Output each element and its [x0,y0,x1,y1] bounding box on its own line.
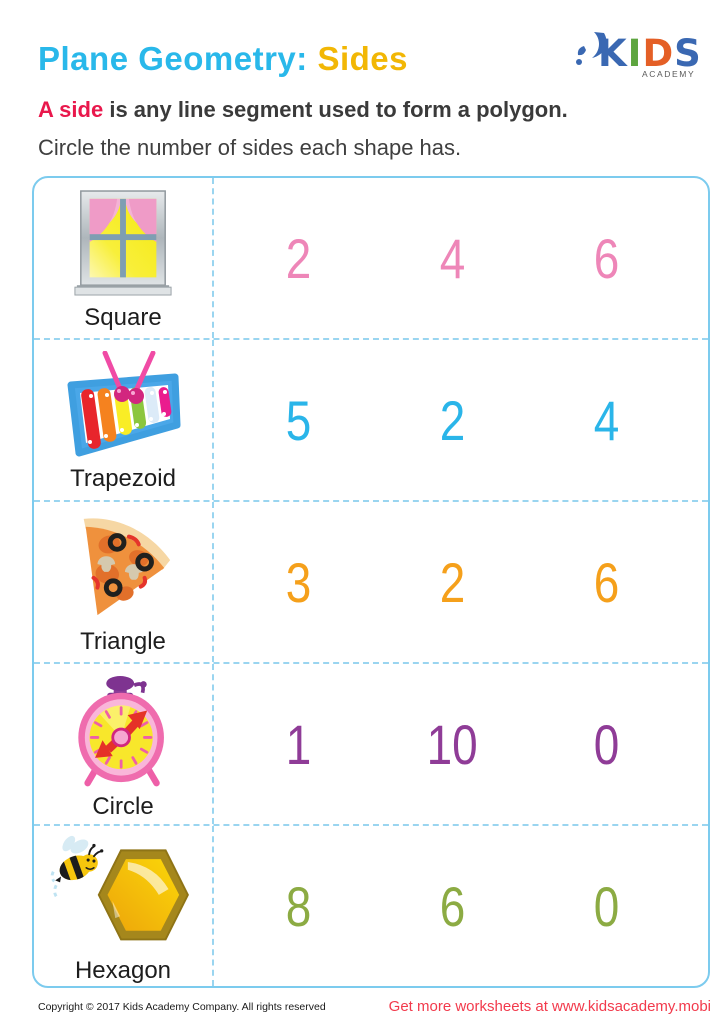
svg-text:KIDS: KIDS [598,32,701,75]
pizza-icon [83,518,171,616]
task-instruction: Circle the number of sides each shape ha… [38,135,462,160]
table-row-hexagon: Hexagon 8 6 0 [34,824,708,986]
shape-cell: Trapezoid [34,340,214,500]
definition-term: A side [38,97,104,122]
shape-cell: Square [34,178,214,338]
answer-option[interactable]: 2 [286,226,312,290]
xylophone-icon [67,351,181,457]
page-title-main: Plane Geometry: [38,40,308,77]
page-title: Plane Geometry: Sides [38,40,408,78]
answer-option[interactable]: 8 [286,874,312,938]
options-cell: 3 2 6 [214,502,708,662]
answer-option[interactable]: 4 [439,226,466,290]
answer-option[interactable]: 2 [439,388,466,452]
table-row-circle: Circle 1 10 0 [34,662,708,824]
options-cell: 1 10 0 [214,664,708,824]
answer-option[interactable]: 10 [426,712,479,776]
definition-text: A side is any line segment used to form … [38,97,568,123]
alarm-clock-icon [78,676,164,787]
shape-cell: Triangle [34,502,214,662]
options-cell: 2 4 6 [214,178,708,338]
answer-option[interactable]: 5 [286,388,312,452]
promo-link[interactable]: Get more worksheets at www.kidsacademy.m… [388,998,711,1015]
shape-label: Triangle [80,628,166,655]
shape-cell: Circle [34,664,214,824]
answer-option[interactable]: 3 [286,550,312,614]
answer-option[interactable]: 2 [439,550,466,614]
options-cell: 5 2 4 [214,340,708,500]
shape-label: Trapezoid [70,465,176,492]
definition-rest: is any line segment used to form a polyg… [103,97,568,122]
shape-label: Square [84,304,162,331]
svg-text:ACADEMY: ACADEMY [642,69,695,79]
answer-option[interactable]: 0 [593,712,619,776]
answer-option[interactable]: 6 [593,226,619,290]
worksheet-table: Square 2 4 6 [32,176,710,988]
table-row-square: Square 2 4 6 [34,178,708,338]
answer-option[interactable]: 4 [593,388,619,452]
honeycomb-bee-icon [50,835,189,941]
bee-icon [50,835,104,900]
window-icon [74,190,172,296]
answer-option[interactable]: 0 [593,874,619,938]
answer-option[interactable]: 6 [439,874,466,938]
kids-academy-logo: KIDS ACADEMY [572,26,710,82]
copyright-text: Copyright © 2017 Kids Academy Company. A… [38,1001,326,1013]
table-row-triangle: Triangle 3 2 6 [34,500,708,662]
answer-option[interactable]: 1 [286,712,312,776]
page-title-accent: Sides [317,40,408,77]
kids-academy-logo-icon: KIDS ACADEMY [576,32,701,79]
table-row-trapezoid: Trapezoid 5 2 4 [34,338,708,500]
answer-option[interactable]: 6 [593,550,619,614]
shape-cell: Hexagon [34,826,214,986]
options-cell: 8 6 0 [214,826,708,986]
shape-label: Hexagon [74,957,172,984]
shape-label: Circle [92,793,154,820]
